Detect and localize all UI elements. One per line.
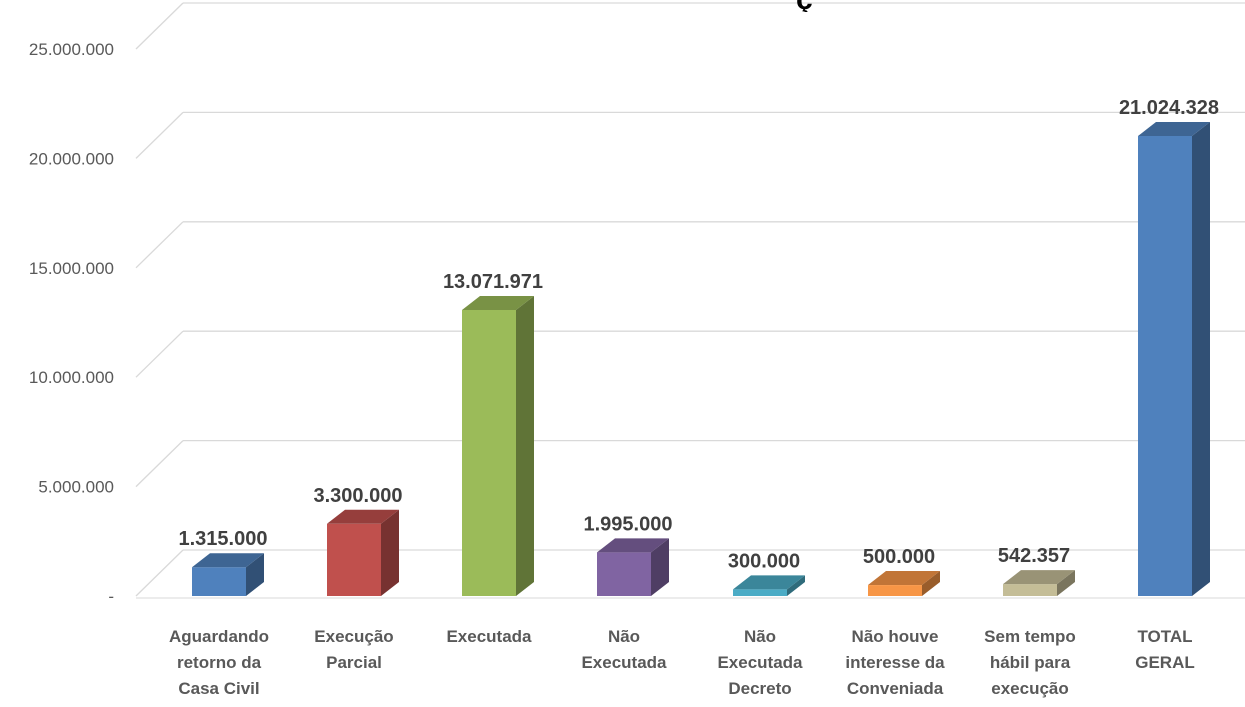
bar-top bbox=[192, 553, 264, 568]
y-tick-label: 25.000.000 bbox=[29, 40, 114, 59]
bar-front bbox=[327, 523, 381, 596]
data-label: 542.357 bbox=[998, 545, 1070, 567]
data-label: 21.024.328 bbox=[1119, 97, 1219, 119]
data-label: 500.000 bbox=[863, 546, 935, 568]
category-label: Execução Parcial bbox=[314, 627, 394, 672]
data-label: 300.000 bbox=[728, 550, 800, 572]
bar-side bbox=[246, 553, 264, 596]
gridline-diagonal bbox=[135, 549, 184, 597]
bar-side bbox=[516, 295, 534, 596]
data-label: 1.995.000 bbox=[584, 513, 673, 535]
gridline-diagonal bbox=[135, 440, 184, 488]
category-label: Executada bbox=[446, 627, 532, 646]
y-tick-label: 10.000.000 bbox=[29, 368, 114, 387]
bar-top bbox=[597, 538, 669, 553]
gridline-diagonal bbox=[135, 2, 184, 50]
bar-front bbox=[733, 589, 787, 596]
gridline-diagonal bbox=[135, 330, 184, 378]
bar-front bbox=[1003, 584, 1057, 596]
bar-front bbox=[1138, 135, 1192, 596]
gridline-diagonal bbox=[135, 111, 184, 159]
bar-side bbox=[922, 571, 940, 596]
bar-front bbox=[462, 309, 516, 596]
data-label: 13.071.971 bbox=[443, 271, 543, 293]
category-label: Sem tempo hábil para execução bbox=[984, 627, 1076, 698]
category-label: TOTAL GERAL bbox=[1135, 627, 1195, 672]
category-label: Aguardando retorno da Casa Civil bbox=[168, 627, 270, 698]
y-tick-label: 20.000.000 bbox=[29, 149, 114, 168]
y-tick-label: 15.000.000 bbox=[29, 259, 114, 278]
bar-top bbox=[1138, 121, 1210, 136]
chart-title-fragment: ç bbox=[796, 0, 820, 12]
bar-front bbox=[868, 585, 922, 596]
bar-side bbox=[1192, 121, 1210, 596]
bar-top bbox=[462, 295, 534, 310]
data-label: 3.300.000 bbox=[314, 485, 403, 507]
category-label: Não houve interesse da Conveniada bbox=[845, 627, 945, 698]
y-tick-label: - bbox=[108, 587, 114, 606]
bar-top bbox=[1003, 570, 1075, 585]
gridline-diagonal bbox=[135, 221, 184, 269]
y-tick-label: 5.000.000 bbox=[38, 478, 114, 497]
category-label: Não Executada bbox=[581, 627, 667, 672]
data-label: 1.315.000 bbox=[179, 528, 268, 550]
category-label: Não Executada Decreto bbox=[717, 627, 803, 698]
bar-side bbox=[1057, 570, 1075, 596]
bar-side bbox=[381, 509, 399, 596]
bar-side bbox=[787, 575, 805, 596]
bar-side bbox=[651, 538, 669, 596]
bar-top bbox=[868, 571, 940, 586]
bar-front bbox=[597, 552, 651, 596]
bar-top bbox=[733, 575, 805, 590]
bar-front bbox=[192, 567, 246, 596]
bar-top bbox=[327, 509, 399, 524]
